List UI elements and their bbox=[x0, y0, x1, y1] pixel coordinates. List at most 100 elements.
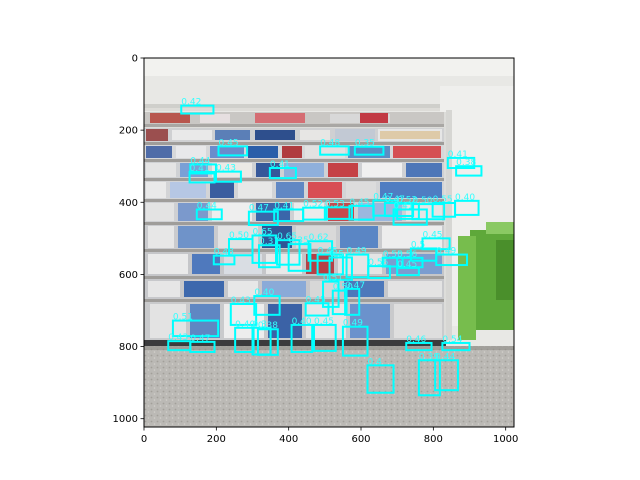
detection-box bbox=[290, 323, 314, 353]
detection-score-label: 0.41 bbox=[274, 201, 294, 211]
detection-box bbox=[188, 170, 216, 184]
y-tick-label: 200 bbox=[119, 126, 138, 137]
detection-score-label: 0.40 bbox=[292, 317, 312, 327]
detection-score-label: 0.52 bbox=[303, 200, 323, 210]
shelf-rows bbox=[144, 112, 444, 340]
detection-box bbox=[214, 170, 242, 183]
detection-score-label: 0.35 bbox=[289, 236, 309, 246]
detection-score-label: 0.43 bbox=[168, 333, 188, 343]
detection-box bbox=[234, 326, 255, 353]
detection-score-label: 0.43 bbox=[216, 164, 236, 174]
detection-box bbox=[302, 206, 328, 221]
detection-score-label: 0.38 bbox=[258, 321, 278, 331]
detection-box bbox=[195, 208, 223, 221]
y-axis: 0 200 400 600 800 1000 bbox=[113, 54, 144, 425]
detection-box bbox=[396, 266, 420, 277]
detection-score-label: 0.3 bbox=[253, 320, 267, 330]
x-tick-label: 0 bbox=[141, 434, 147, 445]
detection-box bbox=[417, 359, 441, 397]
photo bbox=[144, 58, 514, 427]
x-tick-label: 1000 bbox=[493, 434, 518, 445]
detection-score-label: 0.50 bbox=[333, 283, 353, 293]
detection-box bbox=[171, 319, 220, 338]
detection-score-label: 0.39 bbox=[419, 352, 439, 362]
detection-score-label: 0.45 bbox=[349, 198, 369, 208]
detection-score-label: 0.47 bbox=[249, 204, 269, 214]
detection-box bbox=[454, 199, 480, 216]
y-tick-label: 600 bbox=[119, 270, 138, 281]
axes-frame bbox=[143, 57, 515, 428]
detection-score-label: 0.45 bbox=[318, 247, 338, 257]
detection-box bbox=[331, 289, 348, 316]
detection-box bbox=[212, 254, 236, 266]
detection-score-label: 0.51 bbox=[173, 313, 193, 323]
detection-box bbox=[455, 165, 483, 177]
detection-score-label: 0.4 bbox=[368, 357, 383, 367]
detection-score-label: 0.55 bbox=[433, 195, 453, 205]
detection-score-label: 0.45 bbox=[397, 260, 417, 270]
y-tick-label: 1000 bbox=[113, 414, 138, 425]
detection-box bbox=[441, 341, 471, 352]
detection-score-label: 0.43 bbox=[231, 296, 251, 306]
detection-score-label: 0.42 bbox=[181, 98, 201, 108]
detection-score-label: 0.40 bbox=[254, 288, 274, 298]
y-tick-label: 0 bbox=[132, 54, 138, 65]
detection-box bbox=[366, 364, 395, 394]
detection-box bbox=[322, 280, 340, 308]
detection-score-label: 0.65 bbox=[253, 227, 273, 237]
detection-box bbox=[341, 325, 369, 357]
detection-score-label: 0.41 bbox=[448, 150, 468, 160]
detection-score-label: 0.44 bbox=[197, 201, 217, 211]
detection-box bbox=[189, 340, 216, 353]
detection-score-label: 0.47 bbox=[190, 334, 210, 344]
detection-score-label: 0.41 bbox=[190, 164, 210, 174]
x-tick-label: 800 bbox=[424, 434, 443, 445]
x-tick-label: 400 bbox=[279, 434, 298, 445]
detection-score-label: 0.5 bbox=[330, 249, 344, 259]
x-tick-label: 200 bbox=[207, 434, 226, 445]
detection-box bbox=[247, 210, 279, 227]
detection-box bbox=[344, 287, 361, 316]
detection-score-label: 0.56 bbox=[397, 250, 417, 260]
detection-boxes: 0.420.45 0.48 0.350.440.41 0.43 0.410.410.38… bbox=[167, 98, 483, 397]
detection-score-label: 0.50 bbox=[412, 196, 432, 206]
detection-score-label: 0.44 bbox=[435, 352, 455, 362]
detection-score-label: 0.44 bbox=[190, 156, 210, 166]
x-axis: 0 200 400 600 800 1000 bbox=[141, 427, 518, 445]
detection-box bbox=[328, 256, 353, 281]
detection-score-label: 0.47 bbox=[385, 195, 405, 205]
detection-box bbox=[258, 244, 281, 269]
detection-score-label: 0.62 bbox=[309, 233, 329, 243]
detection-box bbox=[435, 253, 468, 267]
detection-score-label: 0.40 bbox=[455, 193, 475, 203]
x-tick-label: 600 bbox=[351, 434, 370, 445]
detection-box bbox=[421, 237, 451, 251]
detection-score-label: 0.56 bbox=[368, 258, 388, 268]
detection-score-label: 0.49 bbox=[343, 319, 363, 329]
detection-score-label: 0.45 bbox=[219, 138, 239, 148]
detection-score-label: 0.41 bbox=[394, 201, 414, 211]
detection-box bbox=[367, 265, 391, 280]
detection-box bbox=[180, 104, 215, 115]
detection-score-label: 0.54 bbox=[442, 335, 462, 345]
detection-score-label: 0.35 bbox=[355, 139, 375, 149]
detection-box bbox=[287, 243, 312, 272]
green-display bbox=[458, 222, 514, 340]
detection-box bbox=[304, 302, 330, 317]
detection-box bbox=[217, 145, 249, 157]
detection-score-label: 0.5 bbox=[411, 240, 425, 250]
detection-score-label: 0.45 bbox=[314, 317, 334, 327]
detection-score-label: 0.47 bbox=[373, 192, 393, 202]
detection-score-label: 0.48 bbox=[320, 138, 340, 148]
detection-score-label: 0.45 bbox=[422, 230, 442, 240]
y-tick-label: 800 bbox=[119, 342, 138, 353]
detection-box bbox=[319, 145, 350, 156]
detection-box bbox=[392, 208, 428, 226]
detection-box bbox=[253, 295, 281, 316]
detection-score-label: 0.45 bbox=[306, 295, 326, 305]
detection-score-label: 0.55 bbox=[383, 250, 403, 260]
detection-score-label: 0.51 bbox=[323, 274, 343, 284]
detection-score-label: 0.49 bbox=[347, 247, 367, 257]
detection-score-label: 0.41 bbox=[270, 160, 290, 170]
